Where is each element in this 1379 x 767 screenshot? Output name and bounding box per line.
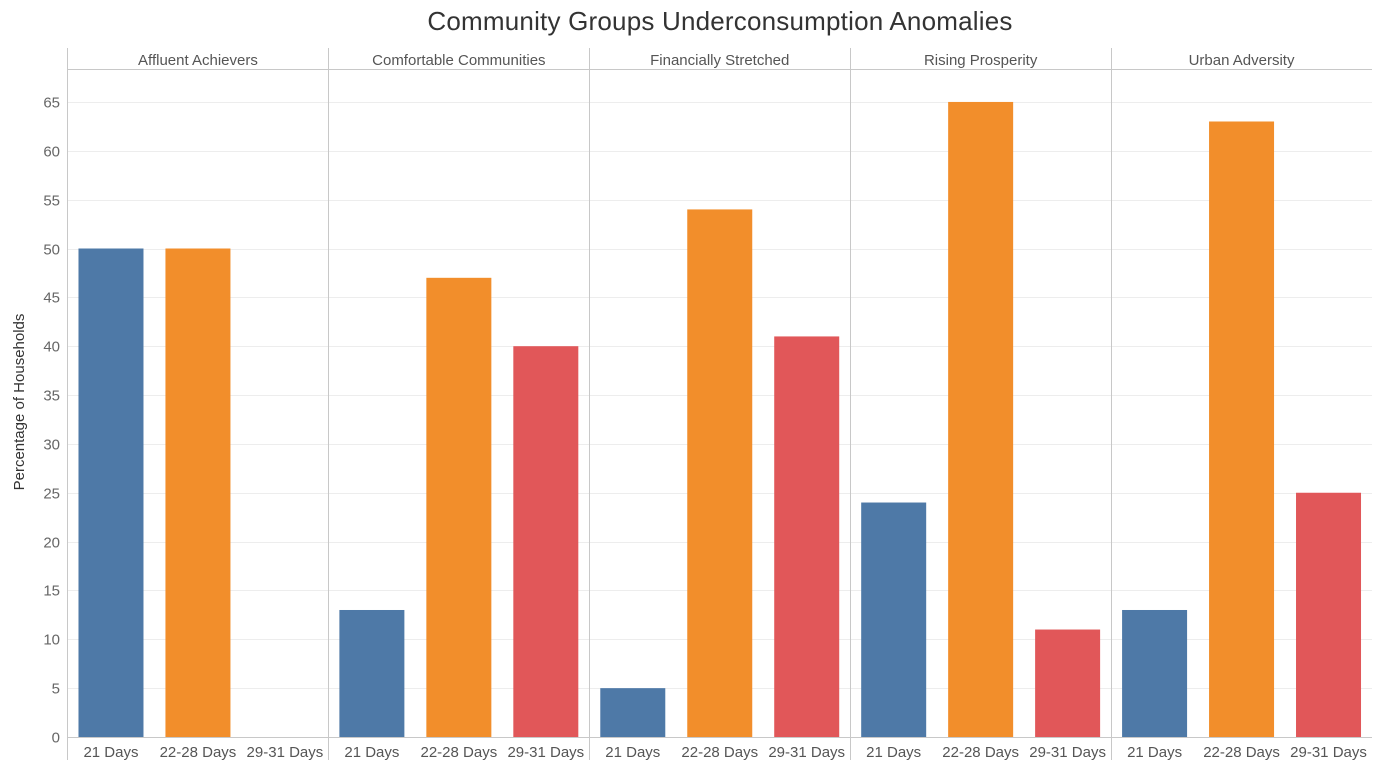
y-tick-label: 30 (43, 437, 60, 454)
bar (687, 209, 753, 738)
x-category-label: 29-31 Days (1029, 744, 1106, 761)
y-tick-label: 10 (43, 632, 60, 649)
y-tick-label: 0 (52, 730, 60, 747)
y-tick-label: 45 (43, 290, 60, 307)
bar (861, 502, 927, 737)
y-tick-label: 40 (43, 339, 60, 356)
y-tick-label: 5 (52, 681, 60, 698)
bar (78, 248, 144, 737)
bar (426, 277, 492, 737)
panel-header: Financially Stretched (650, 52, 789, 69)
x-category-label: 22-28 Days (681, 744, 758, 761)
y-tick-label: 65 (43, 95, 60, 112)
panel-header: Comfortable Communities (372, 52, 545, 69)
y-tick-label: 25 (43, 486, 60, 503)
y-tick-label: 55 (43, 193, 60, 210)
x-category-label: 22-28 Days (160, 744, 237, 761)
bar (774, 336, 840, 737)
x-category-label: 22-28 Days (420, 744, 497, 761)
y-tick-label: 20 (43, 535, 60, 552)
x-category-label: 22-28 Days (1203, 744, 1280, 761)
x-category-label: 21 Days (605, 744, 660, 761)
panel-frame (67, 48, 1372, 760)
y-tick-label: 15 (43, 583, 60, 600)
y-tick-label: 50 (43, 242, 60, 259)
bar (1122, 609, 1188, 737)
panel-header: Rising Prosperity (924, 52, 1038, 69)
chart-title: Community Groups Underconsumption Anomal… (427, 6, 1013, 36)
bar (513, 346, 579, 737)
y-tick-label: 60 (43, 144, 60, 161)
y-tick-label: 35 (43, 388, 60, 405)
x-category-label: 21 Days (344, 744, 399, 761)
panel-header: Affluent Achievers (138, 52, 258, 69)
x-category-label: 29-31 Days (1290, 744, 1367, 761)
bars (78, 101, 1362, 738)
bar (1209, 121, 1275, 738)
x-category-label: 21 Days (83, 744, 138, 761)
bar (948, 101, 1014, 737)
bar (1296, 492, 1362, 737)
x-category-label: 29-31 Days (507, 744, 584, 761)
y-axis-title: Percentage of Households (11, 314, 28, 491)
x-category-label: 21 Days (1127, 744, 1182, 761)
x-category-label: 21 Days (866, 744, 921, 761)
x-category-label: 29-31 Days (768, 744, 845, 761)
x-category-label: 22-28 Days (942, 744, 1019, 761)
panel-header: Urban Adversity (1189, 52, 1295, 69)
bar (165, 248, 231, 737)
x-category-label: 29-31 Days (247, 744, 324, 761)
bar (339, 609, 405, 737)
bar (600, 688, 666, 737)
labels: 0 5 10 15 20 25 30 35 40 45 50 55 60 65 Affluent Achie… (43, 52, 1367, 761)
bar (1035, 629, 1101, 737)
